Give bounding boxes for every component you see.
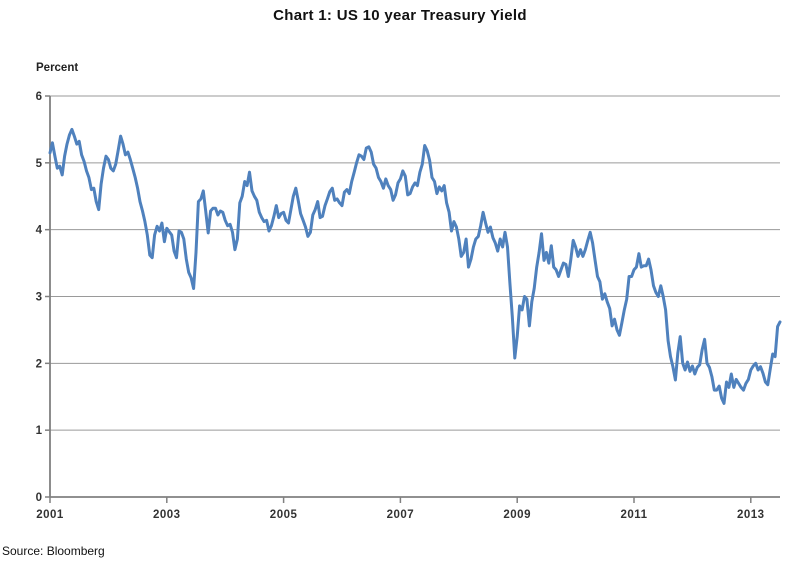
x-tick-label-2003: 2003 [153,509,181,521]
x-tick-label-2001: 2001 [36,509,64,521]
y-tick-label-5: 5 [36,158,43,170]
y-tick-label-3: 3 [36,292,42,304]
y-tick-label-0: 0 [36,492,42,504]
x-tick-label-2009: 2009 [503,509,531,521]
y-tick-label-2: 2 [36,358,42,370]
y-axis-title: Percent [36,62,79,74]
y-tick-label-1: 1 [36,425,43,437]
source-label: Source: Bloomberg [2,544,105,558]
y-tick-label-4: 4 [36,225,43,237]
chart-title: Chart 1: US 10 year Treasury Yield [273,7,527,24]
treasury-yield-line [48,127,782,405]
x-tick-label-2005: 2005 [270,509,298,521]
x-tick-label-2013: 2013 [737,509,765,521]
x-tick-label-2011: 2011 [621,509,648,521]
x-tick-label-2007: 2007 [387,509,415,521]
y-tick-label-6: 6 [36,91,42,103]
